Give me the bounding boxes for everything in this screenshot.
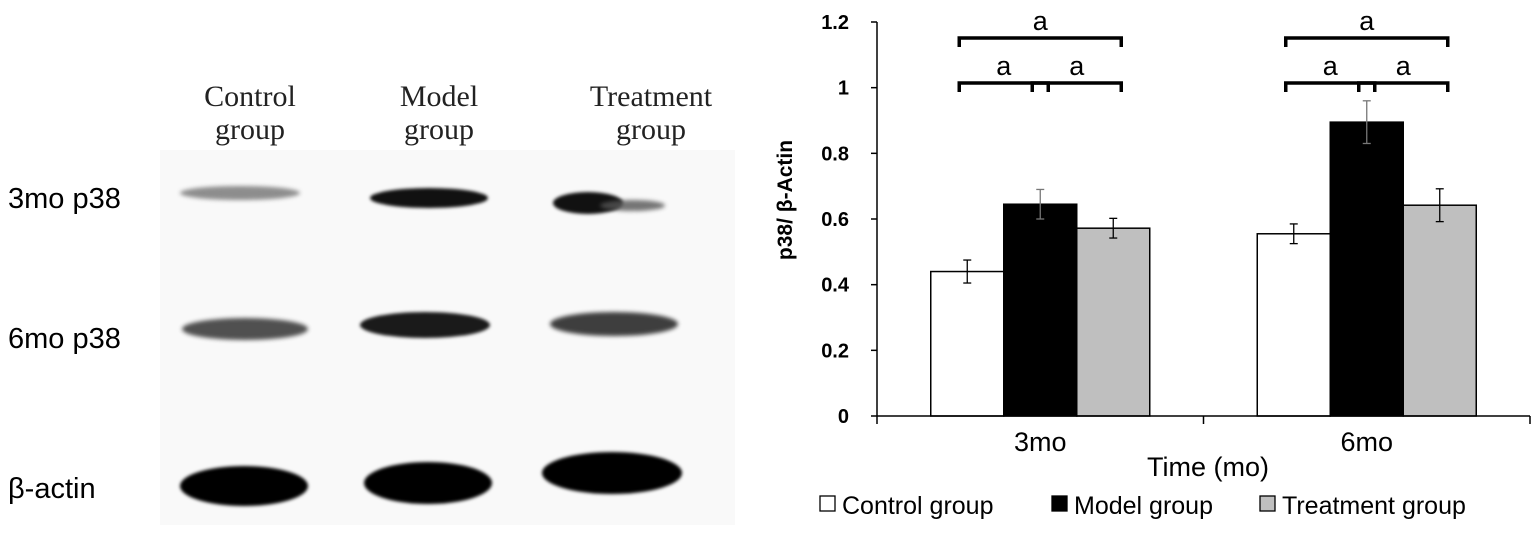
- band-3mo-model: [370, 188, 488, 208]
- legend: Control group Model group Treatment group: [819, 492, 1466, 520]
- significance-label: a: [996, 51, 1012, 81]
- legend-label: Model group: [1074, 492, 1213, 520]
- band-actin-treatment: [542, 452, 682, 494]
- y-tick-label: 0.2: [821, 340, 849, 362]
- y-tick-label: 1.2: [821, 12, 849, 34]
- band-actin-control: [180, 466, 308, 506]
- legend-swatch: [1259, 495, 1276, 512]
- y-tick-label: 1: [838, 78, 849, 100]
- bar: [1329, 121, 1404, 417]
- band-6mo-model: [360, 312, 490, 338]
- significance-bracket: a: [1284, 51, 1377, 92]
- significance-label: a: [1069, 51, 1085, 81]
- y-tick-label: 0.8: [821, 143, 849, 165]
- lane-header-control: Control group: [155, 80, 345, 146]
- legend-swatch: [819, 495, 836, 512]
- lane-header-line2: group: [616, 113, 686, 146]
- significance-label: a: [1323, 51, 1339, 81]
- bar: [930, 270, 1005, 417]
- legend-label: Treatment group: [1282, 492, 1466, 520]
- row-label-3mo-p38: 3mo p38: [8, 183, 121, 215]
- bracket-line: [1284, 36, 1450, 47]
- lane-header-line1: Model: [399, 80, 479, 113]
- band-6mo-control: [182, 318, 308, 340]
- significance-label: a: [1396, 51, 1412, 81]
- y-axis-label: p38/ β-Actin: [774, 140, 797, 260]
- bar: [1076, 227, 1151, 417]
- band-3mo-treatment-tail: [600, 200, 665, 211]
- bracket-line: [957, 81, 1050, 92]
- significance-bracket: a: [1030, 51, 1123, 92]
- row-label-beta-actin: β-actin: [8, 473, 96, 505]
- bracket-line: [1357, 81, 1450, 92]
- bar: [1256, 233, 1331, 417]
- lane-header-line2: group: [404, 113, 474, 146]
- bracket-line: [1284, 81, 1377, 92]
- x-axis-label: Time (mo): [1147, 452, 1269, 482]
- significance-label: a: [1359, 6, 1375, 36]
- significance-bracket: a: [957, 51, 1050, 92]
- lane-header-line1: Treatment: [589, 80, 713, 113]
- legend-label: Control group: [842, 492, 993, 520]
- y-tick-label: 0.4: [821, 275, 850, 297]
- lane-header-line2: group: [215, 113, 285, 146]
- western-blot-panel: Control group Model group Treatment grou…: [0, 0, 740, 532]
- band-3mo-control: [180, 186, 300, 200]
- legend-item: Model group: [1051, 492, 1213, 520]
- band-actin-model: [364, 462, 492, 504]
- significance-label: a: [1033, 6, 1049, 36]
- band-6mo-treatment: [550, 312, 678, 336]
- y-tick-label: 0: [838, 406, 849, 428]
- legend-swatch: [1051, 495, 1068, 512]
- bar: [1003, 203, 1078, 417]
- significance-bracket: a: [957, 6, 1123, 47]
- legend-item: Treatment group: [1259, 492, 1466, 520]
- row-label-6mo-p38: 6mo p38: [8, 323, 121, 355]
- significance-bracket: a: [1284, 6, 1450, 47]
- y-tick-label: 0.6: [821, 209, 849, 231]
- x-tick-label: 6mo: [1340, 427, 1393, 457]
- bar: [1402, 204, 1477, 417]
- lane-header-model: Model group: [344, 80, 534, 146]
- x-tick-label: 3mo: [1014, 427, 1067, 457]
- legend-item: Control group: [819, 492, 993, 520]
- lane-header-line1: Control: [204, 80, 296, 113]
- significance-bracket: a: [1357, 51, 1450, 92]
- bracket-line: [957, 36, 1123, 47]
- lane-header-treatment: Treatment group: [556, 80, 746, 146]
- bracket-line: [1030, 81, 1123, 92]
